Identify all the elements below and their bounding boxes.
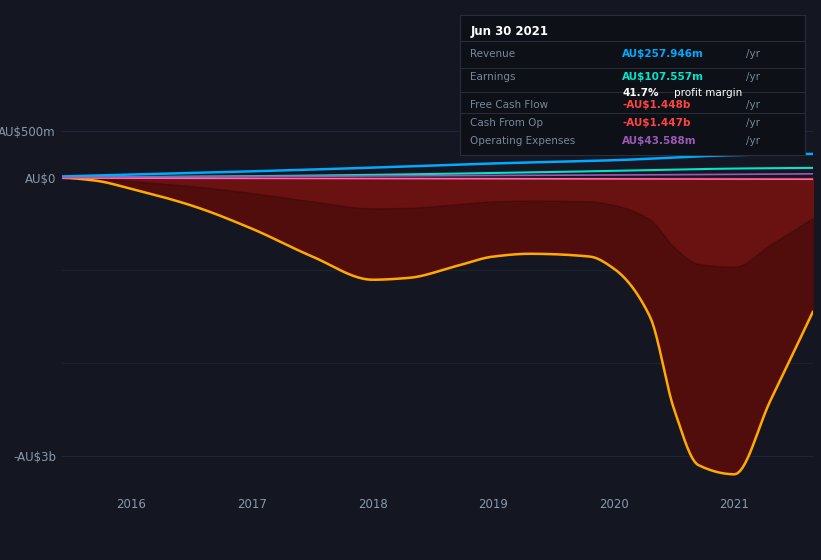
- Text: /yr: /yr: [746, 49, 760, 59]
- Text: profit margin: profit margin: [674, 88, 742, 99]
- Text: Jun 30 2021: Jun 30 2021: [470, 25, 548, 38]
- Text: Cash From Op: Cash From Op: [470, 118, 544, 128]
- Text: AU$107.557m: AU$107.557m: [622, 72, 704, 82]
- Text: -AU$1.447b: -AU$1.447b: [622, 118, 690, 128]
- Text: Operating Expenses: Operating Expenses: [470, 136, 576, 146]
- Text: -AU$1.448b: -AU$1.448b: [622, 100, 690, 110]
- Text: Free Cash Flow: Free Cash Flow: [470, 100, 548, 110]
- Text: 41.7%: 41.7%: [622, 88, 658, 99]
- Text: AU$257.946m: AU$257.946m: [622, 49, 704, 59]
- Text: /yr: /yr: [746, 136, 760, 146]
- Text: AU$43.588m: AU$43.588m: [622, 136, 697, 146]
- Text: /yr: /yr: [746, 100, 760, 110]
- Text: Revenue: Revenue: [470, 49, 516, 59]
- Text: /yr: /yr: [746, 118, 760, 128]
- Text: Earnings: Earnings: [470, 72, 516, 82]
- Text: /yr: /yr: [746, 72, 760, 82]
